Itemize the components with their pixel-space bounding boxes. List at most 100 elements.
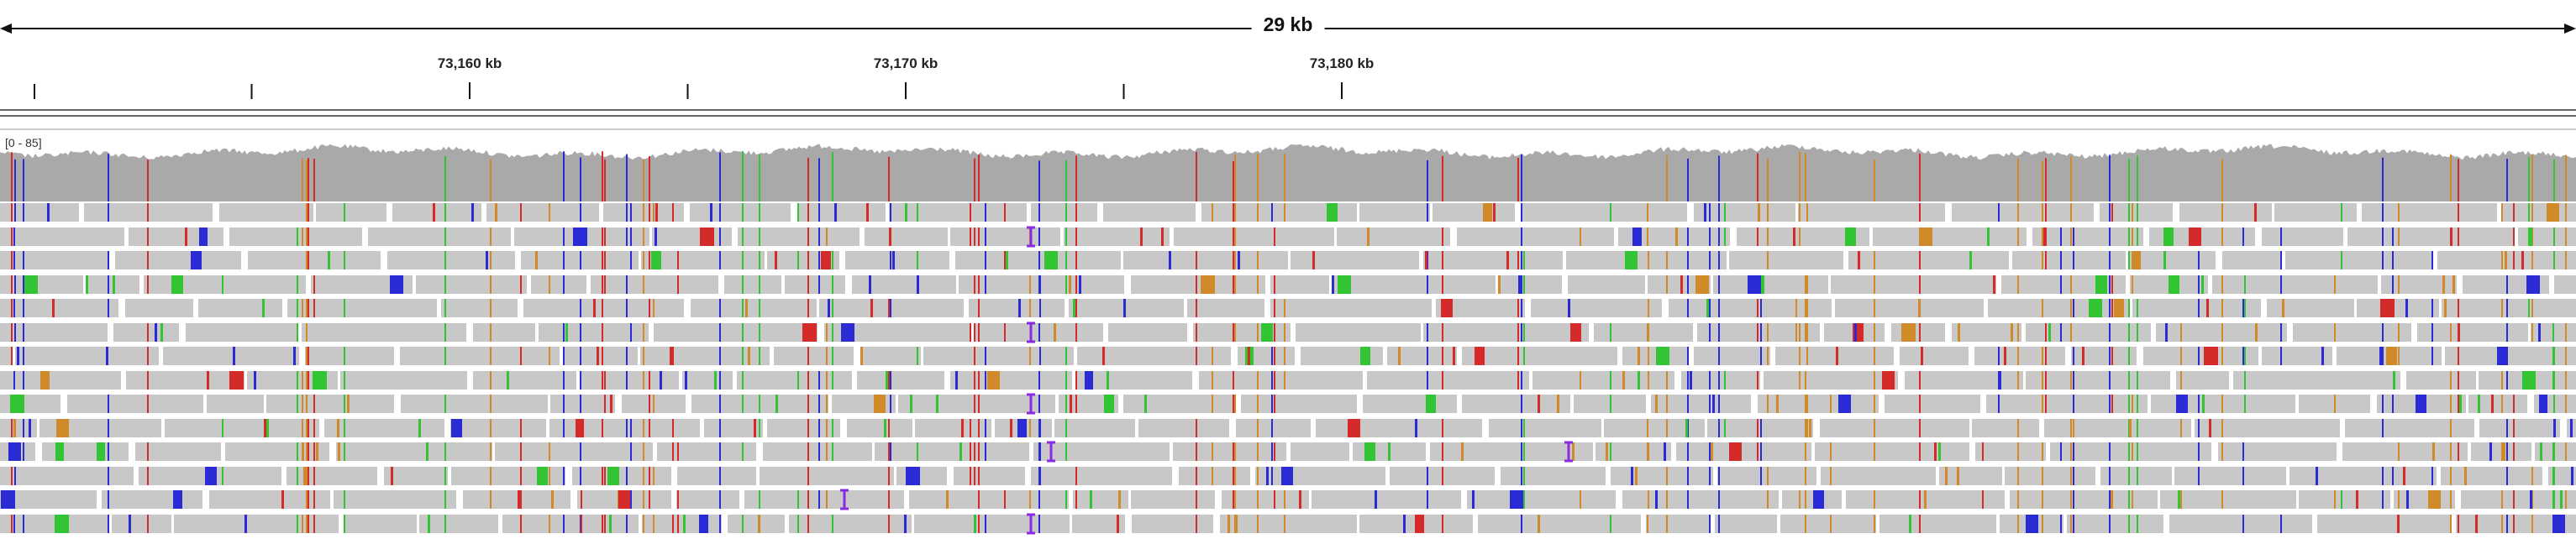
mismatch-mark [185, 228, 187, 246]
mismatch-mark [2045, 395, 2047, 413]
mismatch-mark [1648, 299, 1649, 317]
mismatch-mark [2221, 442, 2223, 461]
mismatch-mark [1075, 203, 1077, 222]
mismatch-mark [832, 419, 833, 437]
mismatch-mark [313, 467, 315, 485]
coverage-track[interactable] [0, 134, 2576, 201]
mismatch-mark [444, 347, 446, 365]
mismatch-mark [563, 323, 565, 342]
mismatch-mark [1638, 347, 1640, 365]
mismatch-mark [626, 275, 628, 294]
mismatch-mark [302, 515, 303, 533]
mismatch-mark [2459, 395, 2462, 413]
mismatch-mark [1945, 467, 1948, 485]
mismatch-mark [978, 323, 980, 342]
mismatch-mark [677, 515, 679, 533]
aligned-read [1174, 228, 1334, 246]
mismatch-mark [797, 251, 799, 269]
mismatch-mark [2221, 228, 2223, 246]
mismatch-mark [974, 275, 975, 294]
mismatch-mark [1426, 395, 1436, 413]
mismatch-mark [807, 251, 809, 269]
mismatch-mark [108, 419, 109, 437]
aligned-read [1622, 490, 1779, 509]
aligned-read [2222, 251, 2282, 269]
mismatch-mark [826, 490, 828, 509]
aligned-read [2317, 515, 2452, 533]
mismatch-mark [147, 275, 149, 294]
mismatch-mark [490, 419, 492, 437]
mismatch-mark [1442, 515, 1443, 533]
mismatch-mark [1919, 203, 1921, 222]
mismatch-mark [1075, 371, 1077, 390]
mismatch-mark [759, 228, 760, 246]
mismatch-mark [2458, 515, 2459, 533]
mismatch-mark [1038, 395, 1040, 413]
aligned-read [495, 442, 653, 461]
mismatch-mark [2571, 467, 2573, 485]
aligned-read [2267, 299, 2354, 317]
coverage-variant-bar [1799, 151, 1801, 201]
mismatch-mark [1760, 467, 1762, 485]
mismatch-mark [1767, 251, 1769, 269]
alignment-track[interactable] [0, 203, 2576, 544]
mismatch-mark [17, 347, 19, 365]
mismatch-mark [1234, 467, 1236, 485]
mismatch-mark [2242, 299, 2244, 317]
mismatch-mark [974, 323, 975, 342]
aligned-read [324, 419, 444, 437]
aligned-read [1952, 323, 2021, 342]
mismatch-mark [444, 228, 446, 246]
mismatch-mark [302, 419, 303, 437]
aligned-read [1059, 395, 1118, 413]
mismatch-mark [1521, 275, 1522, 294]
mismatch-mark [2042, 395, 2043, 413]
coverage-variant-bar [1517, 157, 1519, 201]
mismatch-mark [2137, 228, 2138, 246]
mismatch-mark [1795, 299, 1797, 317]
aligned-read [1359, 203, 1430, 222]
mismatch-mark [1065, 347, 1067, 365]
mismatch-mark [1557, 395, 1559, 413]
coverage-variant-bar [807, 157, 809, 201]
ruler[interactable]: 73,160 kb 73,170 kb 73,180 kb [0, 55, 2576, 99]
mismatch-mark [344, 371, 345, 390]
mismatch-mark [2458, 442, 2459, 461]
mismatch-mark [807, 419, 809, 437]
mismatch-mark [2132, 203, 2133, 222]
mismatch-mark [1140, 228, 1143, 246]
mismatch-mark [677, 490, 679, 509]
mismatch-mark [1538, 395, 1540, 413]
mismatch-mark [672, 419, 674, 437]
mismatch-mark [1271, 419, 1273, 437]
mismatch-mark [1874, 323, 1875, 342]
mismatch-mark [2280, 228, 2282, 246]
mismatch-mark [1090, 490, 1092, 509]
mismatch-mark [1029, 347, 1031, 365]
mismatch-mark [1427, 371, 1428, 390]
aligned-read [0, 347, 12, 365]
mismatch-mark [2073, 490, 2074, 509]
mismatch-mark [626, 467, 628, 485]
aligned-read [2289, 467, 2437, 485]
mismatch-mark [643, 347, 644, 365]
mismatch-mark [1212, 347, 1213, 365]
aligned-read [416, 275, 527, 294]
mismatch-mark [308, 515, 309, 533]
mismatch-mark [1274, 275, 1275, 294]
mismatch-mark [2431, 251, 2433, 269]
mismatch-mark [649, 203, 650, 222]
coverage-variant-bar [2137, 155, 2138, 201]
mismatch-mark [1805, 442, 1806, 461]
mismatch-mark [1718, 395, 1720, 413]
mismatch-mark [2280, 275, 2282, 294]
aligned-read [550, 395, 615, 413]
mismatch-mark [2180, 323, 2182, 342]
aligned-read [0, 515, 108, 533]
mismatch-mark [1257, 419, 1259, 437]
mismatch-mark [2060, 442, 2062, 461]
mismatch-mark [444, 299, 446, 317]
mismatch-mark [1635, 467, 1638, 485]
mismatch-mark [1799, 490, 1801, 509]
